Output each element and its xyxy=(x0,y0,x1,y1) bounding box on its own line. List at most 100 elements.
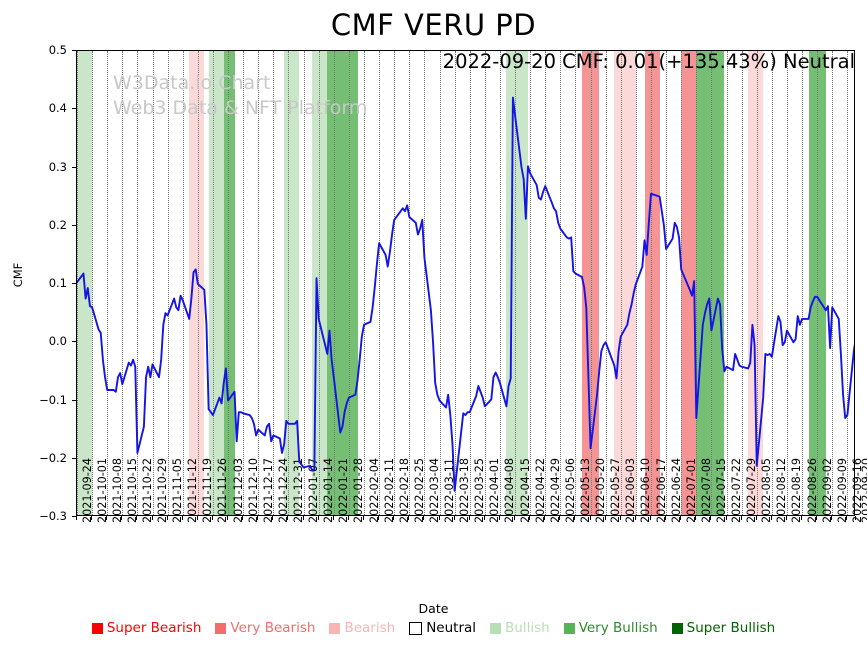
legend-item-super-bullish[interactable]: Super Bullish xyxy=(665,620,783,636)
page-title: CMF VERU PD xyxy=(330,8,537,42)
y-tick-label: −0.2 xyxy=(39,450,67,465)
x-tick-mark xyxy=(529,516,531,520)
signal-band xyxy=(748,51,764,515)
legend-item-bullish[interactable]: Bullish xyxy=(483,620,557,636)
y-tick-label: 0.2 xyxy=(48,217,67,232)
grid-line xyxy=(817,51,819,515)
grid-line xyxy=(530,51,532,515)
grid-line xyxy=(318,51,320,515)
x-tick-mark xyxy=(136,516,138,520)
legend-label: Bearish xyxy=(344,620,396,636)
x-tick-mark xyxy=(725,516,727,520)
legend-label: Super Bullish xyxy=(686,620,776,636)
grid-line xyxy=(802,51,804,515)
grid-line xyxy=(711,51,713,515)
grid-line xyxy=(394,51,396,515)
grid-line xyxy=(756,51,758,515)
grid-line xyxy=(545,51,547,515)
legend-swatch-icon xyxy=(490,622,502,634)
y-tick-label: 0.4 xyxy=(48,101,67,116)
legend-swatch-icon xyxy=(563,622,575,634)
x-tick-mark xyxy=(665,516,667,520)
signal-band xyxy=(581,51,600,515)
cmf-line-series xyxy=(77,51,854,515)
grid-line xyxy=(439,51,441,515)
legend-label: Very Bearish xyxy=(230,620,316,636)
grid-line xyxy=(273,51,275,515)
x-tick-mark xyxy=(438,516,440,520)
x-tick-mark xyxy=(544,516,546,520)
signal-band xyxy=(644,51,660,515)
grid-line xyxy=(666,51,668,515)
x-tick-mark xyxy=(347,516,349,520)
x-tick-mark xyxy=(363,516,364,520)
grid-line xyxy=(243,51,245,515)
grid-line xyxy=(212,51,214,515)
grid-line xyxy=(696,51,698,515)
y-tick-label: 0.0 xyxy=(48,334,67,349)
x-tick-mark xyxy=(196,516,198,520)
x-tick-mark xyxy=(650,516,651,520)
grid-line xyxy=(364,51,365,515)
signal-band xyxy=(808,51,826,515)
grid-line xyxy=(228,51,230,515)
y-tick-mark xyxy=(72,341,76,343)
legend-item-bearish[interactable]: Bearish xyxy=(322,620,402,636)
grid-line xyxy=(499,51,501,515)
x-axis-label: Date xyxy=(418,601,449,616)
y-tick-mark xyxy=(72,283,76,284)
x-tick-mark xyxy=(76,516,77,520)
grid-line xyxy=(122,51,124,515)
y-tick-label: 0.3 xyxy=(48,159,67,174)
x-tick-mark xyxy=(855,516,856,520)
grid-line xyxy=(379,51,381,515)
x-tick-mark xyxy=(211,516,213,520)
legend-label: Very Bullish xyxy=(578,620,658,636)
signal-band xyxy=(284,51,300,515)
plot-area xyxy=(76,50,855,516)
legend-label: Neutral xyxy=(426,620,477,636)
legend-swatch-icon xyxy=(215,622,227,634)
grid-line xyxy=(620,51,622,515)
x-tick-mark xyxy=(816,516,818,520)
signal-band xyxy=(327,51,358,515)
grid-line xyxy=(258,51,260,515)
x-tick-mark xyxy=(710,516,712,520)
legend-swatch-icon xyxy=(409,621,423,635)
x-tick-mark xyxy=(604,516,606,520)
legend-item-super-bearish[interactable]: Super Bearish xyxy=(85,620,209,636)
x-axis-ticks: 2021-09-24 2021-10-01 2021-10-08 2021-10-15… xyxy=(76,458,867,612)
grid-line xyxy=(560,51,562,515)
x-tick-mark xyxy=(498,516,500,520)
x-tick-mark xyxy=(770,516,772,520)
x-tick-mark xyxy=(272,516,274,520)
grid-line xyxy=(847,51,849,515)
legend-item-neutral[interactable]: Neutral xyxy=(402,620,483,636)
x-tick-mark xyxy=(695,516,697,520)
x-tick-mark xyxy=(106,516,108,520)
grid-line xyxy=(92,51,94,515)
grid-line xyxy=(137,51,139,515)
y-tick-mark xyxy=(72,224,76,226)
x-tick-mark xyxy=(317,516,319,520)
grid-lines xyxy=(77,51,854,515)
x-tick-mark xyxy=(514,516,516,520)
legend-item-very-bearish[interactable]: Very Bearish xyxy=(208,620,322,636)
x-tick-mark xyxy=(801,516,803,520)
x-tick-mark xyxy=(483,516,485,520)
current-value-annotation: 2022-09-20 CMF: 0.01(+135.43%) Neutral xyxy=(442,50,855,73)
x-tick-mark xyxy=(785,516,787,520)
signal-band xyxy=(506,51,513,515)
x-tick-mark xyxy=(408,516,410,520)
grid-line xyxy=(454,51,456,515)
grid-line xyxy=(469,51,471,515)
x-tick-mark xyxy=(302,516,304,520)
legend-label: Super Bearish xyxy=(106,620,202,636)
grid-line xyxy=(303,51,305,515)
grid-line xyxy=(182,51,184,515)
legend-item-very-bullish[interactable]: Very Bullish xyxy=(557,620,665,636)
x-tick-mark xyxy=(378,516,380,520)
grid-line xyxy=(726,51,728,515)
x-tick-mark xyxy=(91,516,93,520)
y-axis-ticks: 0.5 0.4 0.3 0.2 0.1 0.0 −0.1 −0.2 −0.3 xyxy=(0,43,76,523)
